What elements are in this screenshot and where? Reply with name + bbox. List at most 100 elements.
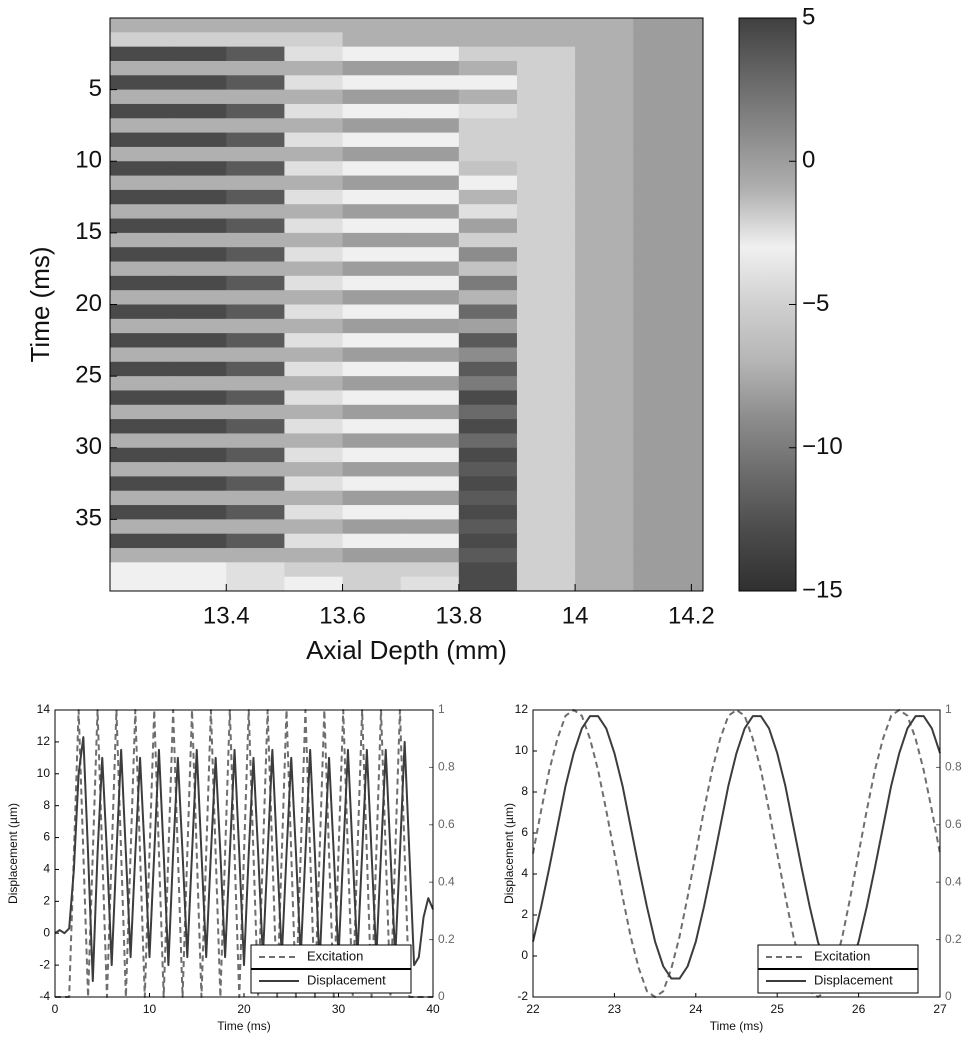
- heatmap-cell: [284, 390, 344, 406]
- heatmap-cell: [226, 318, 285, 334]
- heatmap-cell: [284, 132, 344, 148]
- x-tick-label: 30: [332, 1002, 346, 1016]
- heatmap-cell: [342, 490, 402, 506]
- heatmap-cell: [516, 175, 576, 191]
- heatmap-cell: [575, 103, 634, 119]
- heatmap-cell: [226, 290, 285, 305]
- heatmap-cell: [516, 218, 576, 234]
- heatmap-cell: [284, 505, 344, 520]
- heatmap-cell: [458, 304, 518, 320]
- y2-tick-label: 0.4: [438, 874, 455, 888]
- heatmap-cell: [575, 462, 634, 477]
- heatmap-cell: [633, 347, 704, 363]
- heatmap-cell: [575, 261, 634, 277]
- heatmap-cell: [168, 275, 227, 291]
- heatmap-cell: [342, 247, 402, 263]
- heatmap-cell: [226, 103, 285, 119]
- heatmap-cell: [633, 218, 704, 234]
- heatmap-cell: [633, 462, 704, 477]
- y-axis-title: Displacement (µm): [6, 803, 20, 904]
- y-tick-label: -4: [39, 989, 50, 1003]
- heatmap-cell: [575, 333, 634, 348]
- heatmap-cell: [110, 18, 169, 33]
- heatmap-cell: [400, 204, 460, 220]
- heatmap-cell: [516, 347, 576, 363]
- heatmap-cell: [284, 89, 344, 105]
- y2-tick-label: 0: [438, 989, 445, 1003]
- heatmap-cell: [400, 161, 460, 177]
- heatmap-cell: [633, 533, 704, 549]
- legend-label: Excitation: [307, 948, 363, 963]
- heatmap-cell: [284, 419, 344, 434]
- heatmap-cell: [633, 433, 704, 449]
- heatmap-cell: [458, 146, 518, 162]
- y-tick-label: 8: [521, 784, 528, 798]
- heatmap-cell: [400, 333, 460, 348]
- heatmap-cell: [168, 390, 227, 406]
- heatmap-cell: [633, 447, 704, 463]
- heatmap-cell: [633, 404, 704, 420]
- heatmap-cell: [458, 562, 518, 578]
- heatmap-cell: [110, 46, 169, 62]
- heatmap-cell: [342, 189, 402, 205]
- heatmap-cell: [284, 404, 344, 420]
- heatmap-cell: [400, 304, 460, 320]
- heatmap-cell: [516, 533, 576, 549]
- heatmap-cell: [516, 146, 576, 162]
- y-tick-label: 4: [521, 866, 528, 880]
- heatmap-cell: [633, 161, 704, 177]
- heatmap-cell: [400, 548, 460, 563]
- heatmap-cell: [458, 347, 518, 363]
- heatmap-cell: [458, 576, 518, 592]
- heatmap-cell: [284, 548, 344, 563]
- heatmap-cell: [168, 318, 227, 334]
- y-tick-label: 6: [43, 830, 50, 844]
- heatmap-cell: [226, 32, 285, 48]
- heatmap-cell: [516, 247, 576, 263]
- heatmap-cell: [458, 476, 518, 492]
- heatmap-cell: [284, 519, 344, 535]
- heatmap-cell: [284, 376, 344, 391]
- x-tick-label: 13.8: [435, 602, 482, 629]
- y-tick-label: 10: [515, 743, 529, 757]
- heatmap-cell: [110, 60, 169, 76]
- heatmap-cell: [633, 18, 704, 33]
- heatmap-cell: [575, 189, 634, 205]
- heatmap-cell: [400, 347, 460, 363]
- heatmap-cell: [633, 548, 704, 563]
- heatmap-cell: [284, 490, 344, 506]
- heatmap-cell: [226, 146, 285, 162]
- heatmap-cell: [226, 275, 285, 291]
- x-tick-label: 0: [52, 1002, 59, 1016]
- heatmap-cell: [400, 275, 460, 291]
- x-tick-label: 13.4: [203, 602, 250, 629]
- heatmap-cell: [284, 218, 344, 234]
- heatmap-cell: [400, 247, 460, 263]
- heatmap-cell: [458, 290, 518, 305]
- heatmap-cell: [284, 204, 344, 220]
- heatmap-cell: [226, 189, 285, 205]
- heatmap-cell: [284, 275, 344, 291]
- heatmap-cell: [168, 476, 227, 492]
- heatmap-cell: [284, 247, 344, 263]
- heatmap-cell: [516, 189, 576, 205]
- x-axis-title: Axial Depth (mm): [306, 635, 507, 665]
- heatmap-cell: [516, 103, 576, 119]
- heatmap-cell: [342, 576, 402, 592]
- heatmap-cell: [226, 132, 285, 148]
- y-tick-label: 5: [89, 75, 102, 102]
- heatmap-cell: [110, 189, 169, 205]
- x-tick-label: 40: [426, 1002, 440, 1016]
- heatmap-cell: [400, 318, 460, 334]
- heatmap-cell: [110, 261, 169, 277]
- x-tick-label: 14.2: [668, 602, 715, 629]
- heatmap-cell: [226, 333, 285, 348]
- heatmap-cell: [575, 390, 634, 406]
- heatmap-cell: [226, 75, 285, 91]
- heatmap-cell: [458, 376, 518, 391]
- heatmap-cell: [226, 433, 285, 449]
- heatmap-cell: [110, 376, 169, 391]
- heatmap-cell: [226, 361, 285, 377]
- y-tick-label: 0: [521, 948, 528, 962]
- x-axis-title: Time (ms): [710, 1019, 764, 1033]
